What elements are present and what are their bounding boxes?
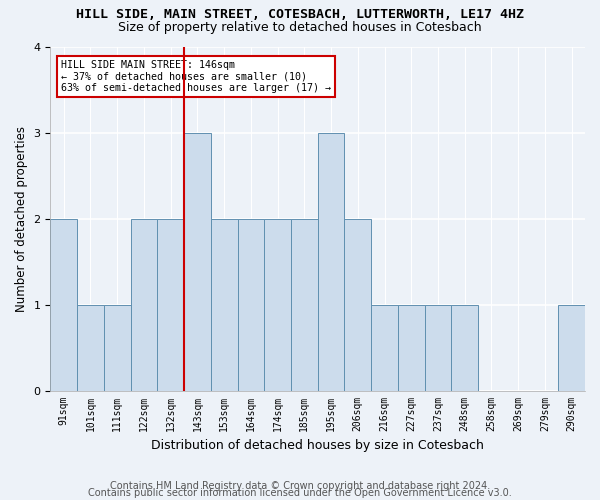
- Text: HILL SIDE MAIN STREET: 146sqm
← 37% of detached houses are smaller (10)
63% of s: HILL SIDE MAIN STREET: 146sqm ← 37% of d…: [61, 60, 331, 94]
- X-axis label: Distribution of detached houses by size in Cotesbach: Distribution of detached houses by size …: [151, 440, 484, 452]
- Text: Size of property relative to detached houses in Cotesbach: Size of property relative to detached ho…: [118, 21, 482, 34]
- Bar: [451, 305, 478, 391]
- Text: Contains public sector information licensed under the Open Government Licence v3: Contains public sector information licen…: [88, 488, 512, 498]
- Bar: [104, 305, 131, 391]
- Bar: [211, 219, 238, 391]
- Y-axis label: Number of detached properties: Number of detached properties: [15, 126, 28, 312]
- Bar: [371, 305, 398, 391]
- Text: Contains HM Land Registry data © Crown copyright and database right 2024.: Contains HM Land Registry data © Crown c…: [110, 481, 490, 491]
- Bar: [184, 132, 211, 391]
- Bar: [264, 219, 291, 391]
- Bar: [558, 305, 585, 391]
- Bar: [344, 219, 371, 391]
- Bar: [425, 305, 451, 391]
- Text: HILL SIDE, MAIN STREET, COTESBACH, LUTTERWORTH, LE17 4HZ: HILL SIDE, MAIN STREET, COTESBACH, LUTTE…: [76, 8, 524, 20]
- Bar: [291, 219, 318, 391]
- Bar: [157, 219, 184, 391]
- Bar: [131, 219, 157, 391]
- Bar: [318, 132, 344, 391]
- Bar: [50, 219, 77, 391]
- Bar: [398, 305, 425, 391]
- Bar: [238, 219, 264, 391]
- Bar: [77, 305, 104, 391]
